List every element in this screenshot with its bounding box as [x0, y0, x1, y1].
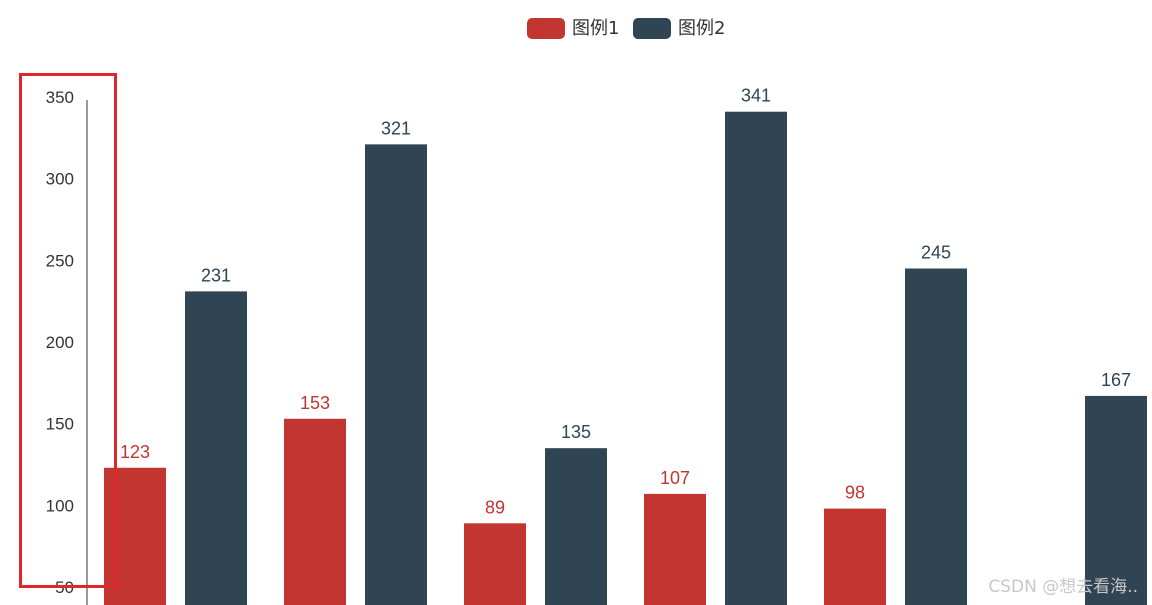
legend-swatch: [633, 18, 671, 39]
bar[interactable]: [284, 418, 346, 605]
bar[interactable]: [725, 111, 787, 605]
y-tick-label: 350: [46, 88, 74, 107]
data-label: 231: [201, 265, 231, 285]
bar[interactable]: [365, 144, 427, 605]
y-axis-highlight-box: [19, 73, 117, 588]
legend-item[interactable]: 图例2: [633, 18, 725, 39]
legend-item[interactable]: 图例1: [527, 18, 619, 39]
data-label: 123: [120, 442, 150, 462]
bar[interactable]: [905, 268, 967, 605]
data-label: 107: [660, 468, 690, 488]
data-label: 167: [1101, 370, 1131, 390]
data-labels: 123 153 89 107 98 231 321 135 341 245 167: [120, 86, 1131, 518]
data-label: 341: [741, 86, 771, 106]
bar[interactable]: [1085, 395, 1147, 605]
y-tick-label: 150: [46, 415, 74, 434]
y-tick-label: 200: [46, 333, 74, 352]
data-label: 245: [921, 243, 951, 263]
data-label: 135: [561, 422, 591, 442]
bar[interactable]: [644, 493, 706, 605]
data-label: 153: [300, 393, 330, 413]
bar[interactable]: [824, 508, 886, 605]
watermark: CSDN @想去看海..: [988, 577, 1138, 597]
data-label: 321: [381, 118, 411, 138]
bars[interactable]: [104, 111, 1147, 605]
data-label: 98: [845, 483, 865, 503]
legend[interactable]: 图例1 图例2: [527, 18, 725, 39]
y-tick-label: 100: [46, 496, 74, 515]
data-label: 89: [485, 497, 505, 517]
bar[interactable]: [464, 523, 526, 605]
legend-label: 图例2: [678, 18, 725, 39]
legend-label: 图例1: [572, 18, 619, 39]
y-tick-label: 250: [46, 251, 74, 270]
y-tick-label: 300: [46, 170, 74, 189]
bar[interactable]: [185, 291, 247, 605]
bar[interactable]: [545, 448, 607, 605]
legend-swatch: [527, 18, 565, 39]
